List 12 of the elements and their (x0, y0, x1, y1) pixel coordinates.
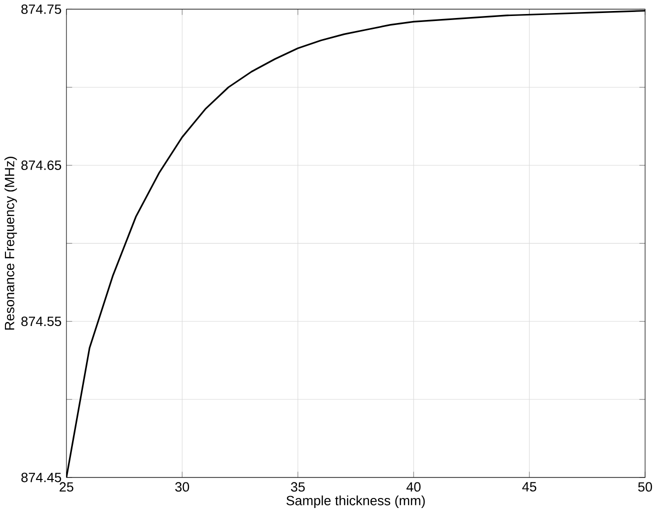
x-tick-label: 35 (290, 482, 305, 492)
x-tick-label: 45 (522, 482, 536, 492)
y-tick-label: 874.65 (21, 160, 62, 170)
y-tick-label: 874.45 (21, 472, 62, 482)
x-tick-label: 40 (406, 482, 421, 492)
y-tick-label: 874.55 (21, 316, 62, 326)
y-axis-title: Resonance Frequency (MHz) (4, 156, 17, 330)
y-tick-label: 874.75 (21, 4, 62, 14)
x-tick-label: 30 (175, 482, 190, 492)
x-tick-label: 25 (60, 482, 74, 492)
x-tick-label: 50 (638, 482, 652, 492)
x-axis-title: Sample thickness (mm) (286, 495, 425, 508)
